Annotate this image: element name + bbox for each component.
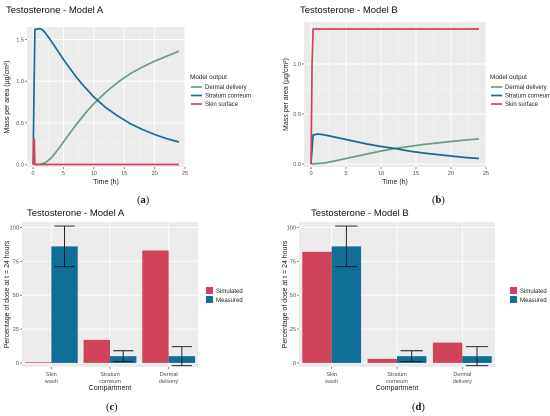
y-tick-label: 25: [13, 327, 19, 333]
x-axis-label: Time (h): [93, 179, 119, 186]
panel-label-d: (d): [412, 402, 425, 413]
y-tick-label: 100: [10, 225, 19, 231]
bar-simulated: [142, 250, 169, 363]
chart-title: Testosterone - Model B: [300, 5, 398, 16]
legend-swatch: [510, 296, 517, 303]
plot-panel-a: [27, 27, 185, 167]
x-tick-label: wash: [44, 379, 58, 385]
legend-entry: Dermal delivery: [505, 85, 547, 91]
x-tick-label: 0: [32, 171, 35, 177]
x-tick-label: 5: [62, 171, 65, 177]
panel-label-paren-open: (: [137, 195, 141, 206]
x-tick-label: Stratum: [387, 372, 407, 378]
series-line-skin-surface: [310, 28, 479, 165]
panel-label-paren-open: (: [412, 402, 416, 413]
x-tick-label: 0: [309, 171, 312, 177]
legend-entry: Skin surface: [205, 102, 239, 108]
legend-swatch: [206, 287, 213, 294]
panel-label-letter: c: [110, 402, 115, 413]
x-tick-label: corneum: [99, 379, 121, 385]
x-tick-label: 20: [151, 171, 157, 177]
x-tick-label: Dermal: [160, 372, 178, 378]
bar-simulated: [367, 358, 397, 363]
legend-swatch: [206, 296, 213, 303]
x-tick-label: Skin: [326, 372, 337, 378]
y-tick-label: 75: [290, 259, 296, 265]
y-axis-label: Percentage of dose at t = 24 hours: [4, 240, 11, 348]
x-tick-label: 25: [182, 171, 188, 177]
x-tick-label: Dermal: [453, 372, 471, 378]
legend-title: Model output: [490, 74, 527, 81]
plot-panel-b: [304, 22, 486, 167]
y-tick-label: 0.5: [293, 112, 301, 118]
y-axis-label: Percentage of dose at t = 24 hours: [282, 240, 289, 348]
x-tick-label: 10: [91, 171, 97, 177]
panel-label-paren-close: ): [114, 402, 118, 413]
panel-label-b: (b): [432, 195, 445, 206]
y-tick-label: 50: [13, 293, 19, 299]
x-tick-label: 20: [448, 171, 454, 177]
panel-label-paren-close: ): [441, 195, 445, 206]
panel-label-paren-open: (: [432, 195, 436, 206]
x-tick-label: delivery: [159, 379, 178, 385]
y-axis-label: Mass per area (µg/cm²): [283, 58, 290, 131]
y-tick-label: 0.5: [16, 121, 24, 127]
y-axis-label: Mass per area (µg/cm²): [4, 61, 11, 134]
x-tick-label: delivery: [453, 379, 472, 385]
y-tick-label: 0.0: [16, 163, 24, 169]
chart-title: Testosterone - Model A: [27, 208, 125, 219]
y-tick-label: 0: [16, 361, 19, 367]
x-tick-label: 15: [413, 171, 419, 177]
series-line-skin-surface: [32, 137, 179, 166]
y-tick-label: 1.5: [16, 38, 24, 44]
legend-entry: Measured: [520, 298, 547, 304]
x-axis-label: Compartment: [376, 385, 418, 392]
legend-entry: Stratum corneum: [205, 94, 251, 100]
x-tick-label: 25: [483, 171, 489, 177]
x-tick-label: 10: [378, 171, 384, 177]
y-tick-label: 100: [287, 225, 296, 231]
legend-entry: Stratum corneum: [505, 94, 550, 100]
panel-label-paren-close: ): [421, 402, 425, 413]
series-line-stratum-corneum: [32, 27, 180, 165]
x-tick-label: corneum: [386, 379, 408, 385]
legend-entry: Simulated: [216, 289, 243, 295]
y-tick-label: 1.0: [16, 79, 24, 85]
legend-swatch: [510, 287, 517, 294]
x-tick-label: 5: [344, 171, 347, 177]
x-tick-label: wash: [324, 379, 338, 385]
series-line-dermal-delivery: [33, 50, 180, 166]
y-tick-label: 0.0: [293, 162, 301, 168]
panel-label-paren-open: (: [106, 402, 110, 413]
x-tick-label: 15: [121, 171, 127, 177]
legend-entry: Simulated: [520, 289, 547, 295]
legend-entry: Dermal delivery: [205, 85, 247, 91]
x-tick-label: Skin: [46, 372, 57, 378]
y-tick-label: 75: [13, 259, 19, 265]
bar-simulated: [24, 362, 52, 363]
chart-title: Testosterone - Model B: [311, 208, 409, 219]
legend-title: Model output: [190, 74, 227, 81]
x-axis-label: Time (h): [382, 179, 408, 186]
bar-simulated: [83, 339, 110, 363]
panel-label-a: (a): [137, 195, 150, 206]
panel-label-paren-close: ): [146, 195, 150, 206]
x-tick-label: Stratum: [100, 372, 120, 378]
y-tick-label: 25: [290, 327, 296, 333]
chart-title: Testosterone - Model A: [6, 5, 104, 16]
series-line-stratum-corneum: [310, 133, 480, 165]
x-axis-label: Compartment: [89, 385, 131, 392]
y-tick-label: 1.0: [293, 62, 301, 68]
panel-label-letter: b: [436, 195, 442, 206]
legend-entry: Measured: [216, 298, 243, 304]
legend-entry: Skin surface: [505, 102, 539, 108]
panel-label-c: (c): [106, 402, 118, 413]
bar-simulated: [302, 251, 332, 363]
y-tick-label: 0: [293, 361, 296, 367]
panel-label-letter: d: [416, 402, 422, 413]
panel-label-letter: a: [141, 195, 147, 206]
y-tick-label: 50: [290, 293, 296, 299]
bar-simulated: [432, 342, 463, 363]
